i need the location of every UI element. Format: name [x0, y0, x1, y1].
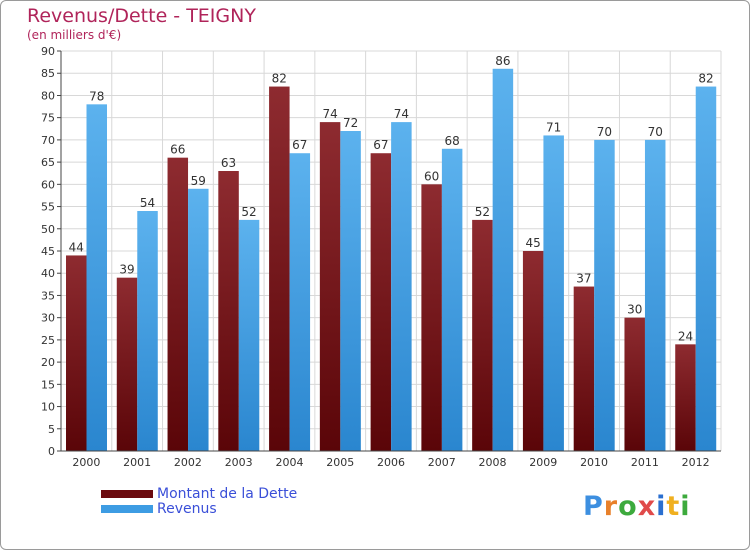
y-tick-label: 40 [41, 267, 55, 280]
x-tick-label: 2002 [174, 456, 202, 469]
bar-dette-2004 [269, 86, 290, 452]
data-label-dette-2001: 39 [119, 263, 134, 277]
bar-dette-2003 [218, 171, 239, 451]
bar-dette-2012 [675, 344, 696, 451]
data-label-revenus-2009: 71 [546, 120, 561, 134]
bar-revenus-2008 [492, 68, 514, 452]
y-tick-label: 70 [41, 134, 55, 147]
x-tick-label: 2008 [479, 456, 507, 469]
data-label-dette-2004: 82 [272, 72, 287, 86]
data-label-revenus-2012: 82 [698, 72, 713, 86]
y-tick-label: 60 [41, 178, 55, 191]
axes: 0 5 10 15 20 25 30 35 40 45 50 55 60 65 70 75 80 85 90 2000… [41, 45, 721, 469]
legend-swatch-dette [101, 490, 153, 498]
bar-dette-2011 [624, 317, 645, 451]
y-tick-label: 50 [41, 223, 55, 236]
data-label-revenus-2008: 86 [495, 54, 510, 68]
data-label-revenus-2004: 67 [292, 138, 307, 152]
x-tick-label: 2003 [225, 456, 253, 469]
bar-revenus-2011 [644, 139, 666, 451]
data-label-dette-2009: 45 [526, 236, 541, 250]
y-tick-label: 55 [41, 201, 55, 214]
data-label-dette-2006: 67 [373, 138, 388, 152]
bars [66, 68, 717, 452]
legend-item-dette: Montant de la Dette [101, 486, 297, 502]
x-tick-label: 2000 [72, 456, 100, 469]
bar-revenus-2002 [188, 188, 209, 451]
y-tick-label: 85 [41, 67, 55, 80]
bar-dette-2005 [319, 122, 341, 451]
data-label-revenus-2006: 74 [394, 107, 409, 121]
y-tick-label: 90 [41, 45, 55, 58]
bar-revenus-2000 [86, 104, 107, 451]
bar-dette-2001 [116, 277, 138, 451]
data-label-revenus-2007: 68 [444, 134, 459, 148]
data-label-dette-2008: 52 [475, 205, 490, 219]
y-tick-label: 20 [41, 356, 55, 369]
x-tick-label: 2005 [326, 456, 354, 469]
data-label-revenus-2001: 54 [140, 196, 155, 210]
data-label-revenus-2000: 78 [89, 89, 104, 103]
legend-label-revenus: Revenus [157, 501, 217, 517]
x-tick-label: 2012 [682, 456, 710, 469]
bar-revenus-2001 [137, 211, 158, 451]
data-label-revenus-2005: 72 [343, 116, 358, 130]
bar-dette-2002 [167, 157, 189, 451]
bar-revenus-2010 [594, 139, 615, 451]
legend-swatch-revenus [101, 505, 153, 513]
y-tick-label: 45 [41, 245, 55, 258]
x-tick-label: 2011 [631, 456, 659, 469]
y-tick-label: 30 [41, 312, 55, 325]
bar-dette-2000 [66, 255, 87, 451]
bar-revenus-2005 [340, 131, 361, 451]
chart-subtitle: (en milliers d'€) [27, 28, 122, 42]
x-tick-label: 2001 [123, 456, 151, 469]
y-tick-label: 15 [41, 378, 55, 391]
data-label-dette-2012: 24 [678, 329, 693, 343]
data-label-revenus-2011: 70 [648, 125, 663, 139]
bar-dette-2007 [421, 184, 442, 452]
y-tick-label: 75 [41, 112, 55, 125]
legend-item-revenus: Revenus [101, 501, 217, 517]
data-label-dette-2002: 66 [170, 143, 185, 157]
data-label-dette-2007: 60 [424, 169, 439, 183]
data-label-revenus-2003: 52 [241, 205, 256, 219]
bar-revenus-2012 [695, 86, 717, 452]
x-tick-label: 2004 [275, 456, 303, 469]
y-tick-label: 35 [41, 289, 55, 302]
bar-dette-2006 [370, 153, 392, 451]
x-tick-label: 2007 [428, 456, 456, 469]
x-tick-label: 2009 [529, 456, 557, 469]
data-label-dette-2005: 74 [322, 107, 337, 121]
data-label-dette-2011: 30 [627, 303, 642, 317]
legend-label-dette: Montant de la Dette [157, 486, 298, 502]
bar-dette-2010 [573, 286, 595, 451]
chart-title: Revenus/Dette - TEIGNY [27, 5, 256, 27]
bar-dette-2008 [472, 219, 493, 451]
data-labels: 44 78 39 54 66 59 63 52 82 67 74 72 67 74 60 68 52 86 45 71… [69, 54, 714, 344]
y-tick-label: 10 [41, 401, 55, 414]
proxiti-logo: Proxiti [583, 491, 691, 522]
data-label-revenus-2002: 59 [191, 174, 206, 188]
y-tick-label: 65 [41, 156, 55, 169]
y-tick-label: 5 [48, 423, 55, 436]
x-tick-label: 2006 [377, 456, 405, 469]
y-tick-label: 80 [41, 89, 55, 102]
data-label-dette-2010: 37 [576, 272, 591, 286]
data-label-dette-2000: 44 [69, 240, 84, 254]
y-tick-label: 0 [48, 445, 55, 458]
x-tick-label: 2010 [580, 456, 608, 469]
bar-revenus-2003 [238, 219, 260, 451]
data-label-dette-2003: 63 [221, 156, 236, 170]
data-label-revenus-2010: 70 [597, 125, 612, 139]
bar-revenus-2007 [441, 148, 463, 451]
bar-dette-2009 [522, 251, 544, 451]
y-tick-label: 25 [41, 334, 55, 347]
bar-revenus-2006 [391, 122, 412, 451]
bar-revenus-2004 [289, 153, 311, 451]
bar-revenus-2009 [543, 135, 564, 451]
